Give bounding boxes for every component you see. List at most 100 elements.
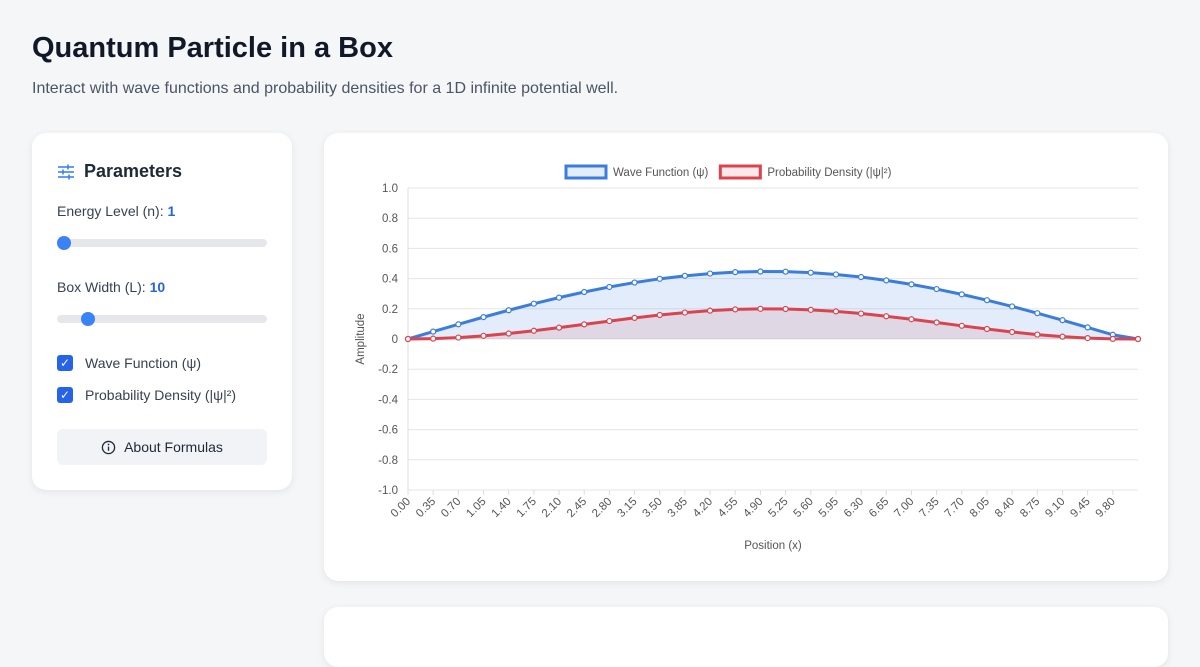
x-tick-label: 9.80 (1094, 496, 1118, 520)
data-point (606, 317, 613, 325)
data-point (1034, 310, 1041, 317)
data-point (430, 335, 437, 342)
data-point (958, 291, 965, 298)
data-point (933, 285, 940, 293)
x-tick-label: 7.35 (917, 496, 941, 520)
x-tick-label: 7.70 (943, 496, 967, 520)
y-tick-label: 0.2 (382, 304, 398, 316)
series-line (407, 270, 1139, 341)
energy-level-value: 1 (167, 203, 176, 219)
data-point (706, 307, 714, 314)
data-point (530, 327, 537, 334)
data-point (933, 319, 940, 326)
x-tick-label: 5.25 (766, 496, 790, 520)
checkmark-icon[interactable]: ✓ (57, 387, 73, 403)
data-point (631, 314, 638, 322)
y-tick-label: -0.8 (378, 455, 398, 467)
data-point (1084, 324, 1091, 331)
legend-swatch (564, 164, 608, 180)
data-point (606, 283, 613, 291)
x-tick-label: 7.00 (892, 496, 916, 520)
data-point (581, 321, 588, 328)
y-tick-label: -0.6 (378, 425, 398, 437)
y-tick-label: -1.0 (378, 485, 398, 497)
slider-thumb[interactable] (57, 236, 71, 250)
energy-level-slider[interactable] (57, 236, 267, 250)
data-point (807, 306, 814, 313)
data-point (1034, 331, 1041, 338)
data-point (832, 271, 840, 278)
sliders-icon (58, 164, 74, 179)
legend-label: Wave Function (ψ) (613, 167, 708, 179)
x-tick-label: 0.70 (439, 496, 463, 520)
data-point (757, 268, 764, 275)
data-point (430, 328, 437, 335)
x-tick-label: 8.05 (968, 496, 992, 520)
y-tick-label: 0.6 (382, 243, 398, 255)
data-point (1109, 335, 1116, 342)
data-point (807, 269, 814, 276)
data-point (782, 268, 789, 275)
data-point (404, 335, 412, 343)
x-tick-label: 4.90 (741, 496, 765, 520)
y-tick-label: -0.2 (378, 364, 398, 376)
about-formulas-button[interactable]: About Formulas (57, 429, 267, 465)
data-point (480, 314, 487, 321)
x-tick-label: 1.05 (464, 496, 488, 520)
data-point (656, 275, 663, 282)
box-width-text: Box Width (L): (57, 279, 146, 295)
series-line (407, 307, 1139, 341)
data-point (983, 325, 991, 333)
series-area (408, 308, 1138, 339)
data-point (656, 311, 663, 319)
probability-density-checkbox[interactable]: ✓ Probability Density (|ψ|²) (57, 387, 236, 403)
x-tick-label: 4.20 (691, 496, 715, 520)
x-tick-label: 2.80 (590, 496, 614, 520)
y-tick-label: 0 (392, 334, 398, 346)
data-point (858, 310, 865, 317)
chart-card: 1.0 0.8 0.6 0.4 0.2 0 -0.2 -0.4 -0.6 -0.8 -1.0 0.00… (324, 133, 1168, 581)
data-point (706, 270, 714, 277)
data-point (455, 321, 462, 328)
data-point (983, 297, 991, 304)
probability-density-label: Probability Density (|ψ|²) (85, 387, 237, 403)
x-tick-label: 1.40 (489, 496, 513, 520)
slider-thumb[interactable] (80, 312, 95, 326)
x-tick-label: 5.60 (792, 496, 816, 520)
box-width-slider[interactable] (57, 312, 267, 326)
data-point (1009, 328, 1016, 336)
data-point (681, 272, 688, 279)
energy-level-label: Energy Level (n): 1 (57, 203, 175, 219)
data-point (732, 306, 739, 313)
wave-function-checkbox[interactable]: ✓ Wave Function (ψ) (57, 355, 201, 371)
data-point (530, 300, 537, 307)
page-title: Quantum Particle in a Box (32, 32, 393, 64)
data-point (1009, 303, 1016, 310)
x-tick-label: 9.10 (1043, 496, 1067, 520)
wave-function-label: Wave Function (ψ) (85, 355, 202, 371)
x-tick-label: 3.50 (641, 496, 665, 520)
data-point (1059, 333, 1066, 340)
y-tick-label: -0.4 (378, 394, 398, 406)
data-point (681, 309, 688, 316)
data-point (555, 294, 563, 301)
x-tick-label: 5.95 (817, 496, 841, 520)
x-tick-label: 3.15 (615, 496, 639, 520)
data-point (480, 332, 487, 339)
page-subtitle: Interact with wave functions and probabi… (32, 80, 619, 97)
legend-swatch (718, 164, 762, 180)
data-point (782, 305, 789, 313)
data-point (908, 316, 915, 323)
checkmark-icon[interactable]: ✓ (57, 355, 73, 371)
y-tick-label: 0.8 (382, 213, 398, 225)
data-point (732, 269, 739, 276)
x-tick-label: 0.35 (414, 496, 438, 520)
data-point (505, 330, 512, 337)
data-point (1134, 335, 1142, 343)
x-tick-label: 6.65 (867, 496, 891, 520)
energy-level-text: Energy Level (n): (57, 203, 164, 219)
data-point (1059, 317, 1066, 324)
data-point (581, 288, 588, 296)
x-tick-label: 3.85 (666, 496, 690, 520)
info-icon (101, 440, 116, 454)
